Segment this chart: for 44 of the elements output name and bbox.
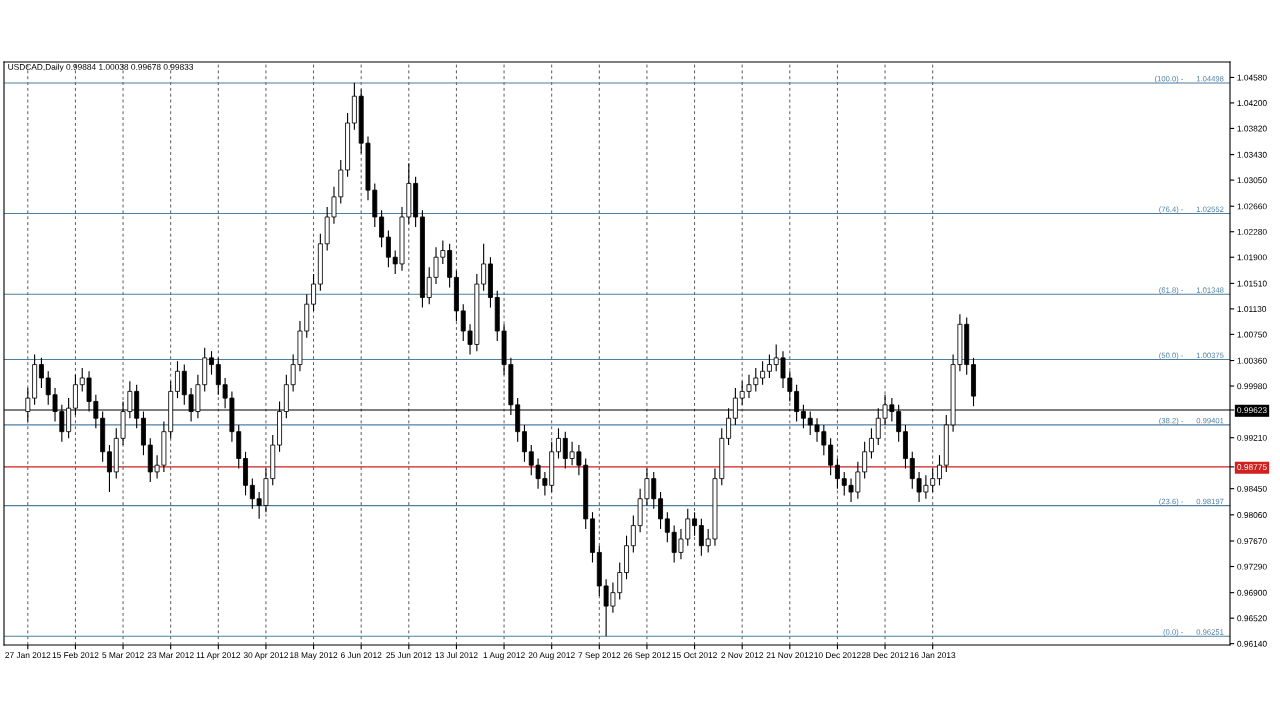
- y-tick-label: 0.98775: [1237, 464, 1267, 470]
- y-tick-label: 0.97670: [1237, 538, 1267, 545]
- y-tick-label: 0.98060: [1237, 512, 1267, 518]
- x-tick-label: 13 Jul 2012: [435, 651, 478, 659]
- x-tick-label: 15 Oct 2012: [672, 652, 717, 659]
- x-tick-label: 10 Dec 2012: [814, 652, 861, 659]
- y-tick-label: 1.00750: [1237, 331, 1267, 338]
- chart-title: USDCAD,Daily 0.99884 1.00038 0.99678 0.99833: [8, 63, 194, 72]
- x-tick-label: 7 Sep 2012: [578, 652, 621, 660]
- x-tick-label: 30 Apr 2012: [243, 652, 288, 660]
- x-tick-label: 21 Nov 2012: [766, 652, 814, 659]
- x-tick-label: 25 Jun 2012: [386, 652, 432, 659]
- x-tick-label: 5 Mar 2012: [102, 652, 144, 659]
- y-tick-label: 0.98450: [1237, 485, 1267, 492]
- y-tick-label: 1.01130: [1237, 306, 1267, 312]
- x-tick-label: 28 Dec 2012: [861, 652, 909, 659]
- x-tick-label: 1 Aug 2012: [483, 652, 525, 660]
- y-tick-label: 0.96520: [1237, 615, 1267, 622]
- x-tick-label: 15 Feb 2012: [52, 651, 99, 659]
- y-tick-label: 0.97290: [1237, 563, 1267, 570]
- y-tick-label: 1.01510: [1237, 280, 1267, 287]
- y-tick-label: 1.02280: [1237, 228, 1267, 235]
- x-tick-label: 26 Sep 2012: [623, 652, 671, 660]
- y-tick-label: 1.04580: [1237, 74, 1267, 81]
- y-tick-label: 0.96140: [1237, 640, 1267, 647]
- y-tick-label: 1.00360: [1237, 357, 1267, 364]
- y-tick-label: 0.99210: [1237, 434, 1267, 441]
- x-tick-label: 2 Nov 2012: [721, 652, 764, 659]
- x-tick-label: 20 Aug 2012: [528, 652, 575, 660]
- y-tick-label: 0.96900: [1237, 589, 1267, 596]
- y-tick-label: 0.99980: [1237, 383, 1267, 390]
- x-tick-label: 23 Mar 2012: [147, 652, 194, 659]
- x-tick-label: 11 Apr 2012: [196, 652, 241, 660]
- y-tick-label: 0.99623: [1237, 407, 1267, 414]
- y-tick-label: 1.03820: [1237, 125, 1267, 132]
- y-tick-label: 1.03050: [1237, 177, 1267, 184]
- x-tick-label: 6 Jun 2012: [340, 652, 382, 659]
- y-tick-label: 1.04200: [1237, 100, 1267, 107]
- x-tick-label: 27 Jan 2012: [5, 652, 51, 659]
- y-tick-label: 1.03430: [1237, 151, 1267, 158]
- x-tick-label: 18 May 2012: [290, 652, 338, 660]
- y-tick-label: 1.02660: [1237, 203, 1267, 210]
- x-tick-label: 16 Jan 2013: [910, 652, 956, 659]
- y-tick-label: 1.01900: [1237, 254, 1267, 261]
